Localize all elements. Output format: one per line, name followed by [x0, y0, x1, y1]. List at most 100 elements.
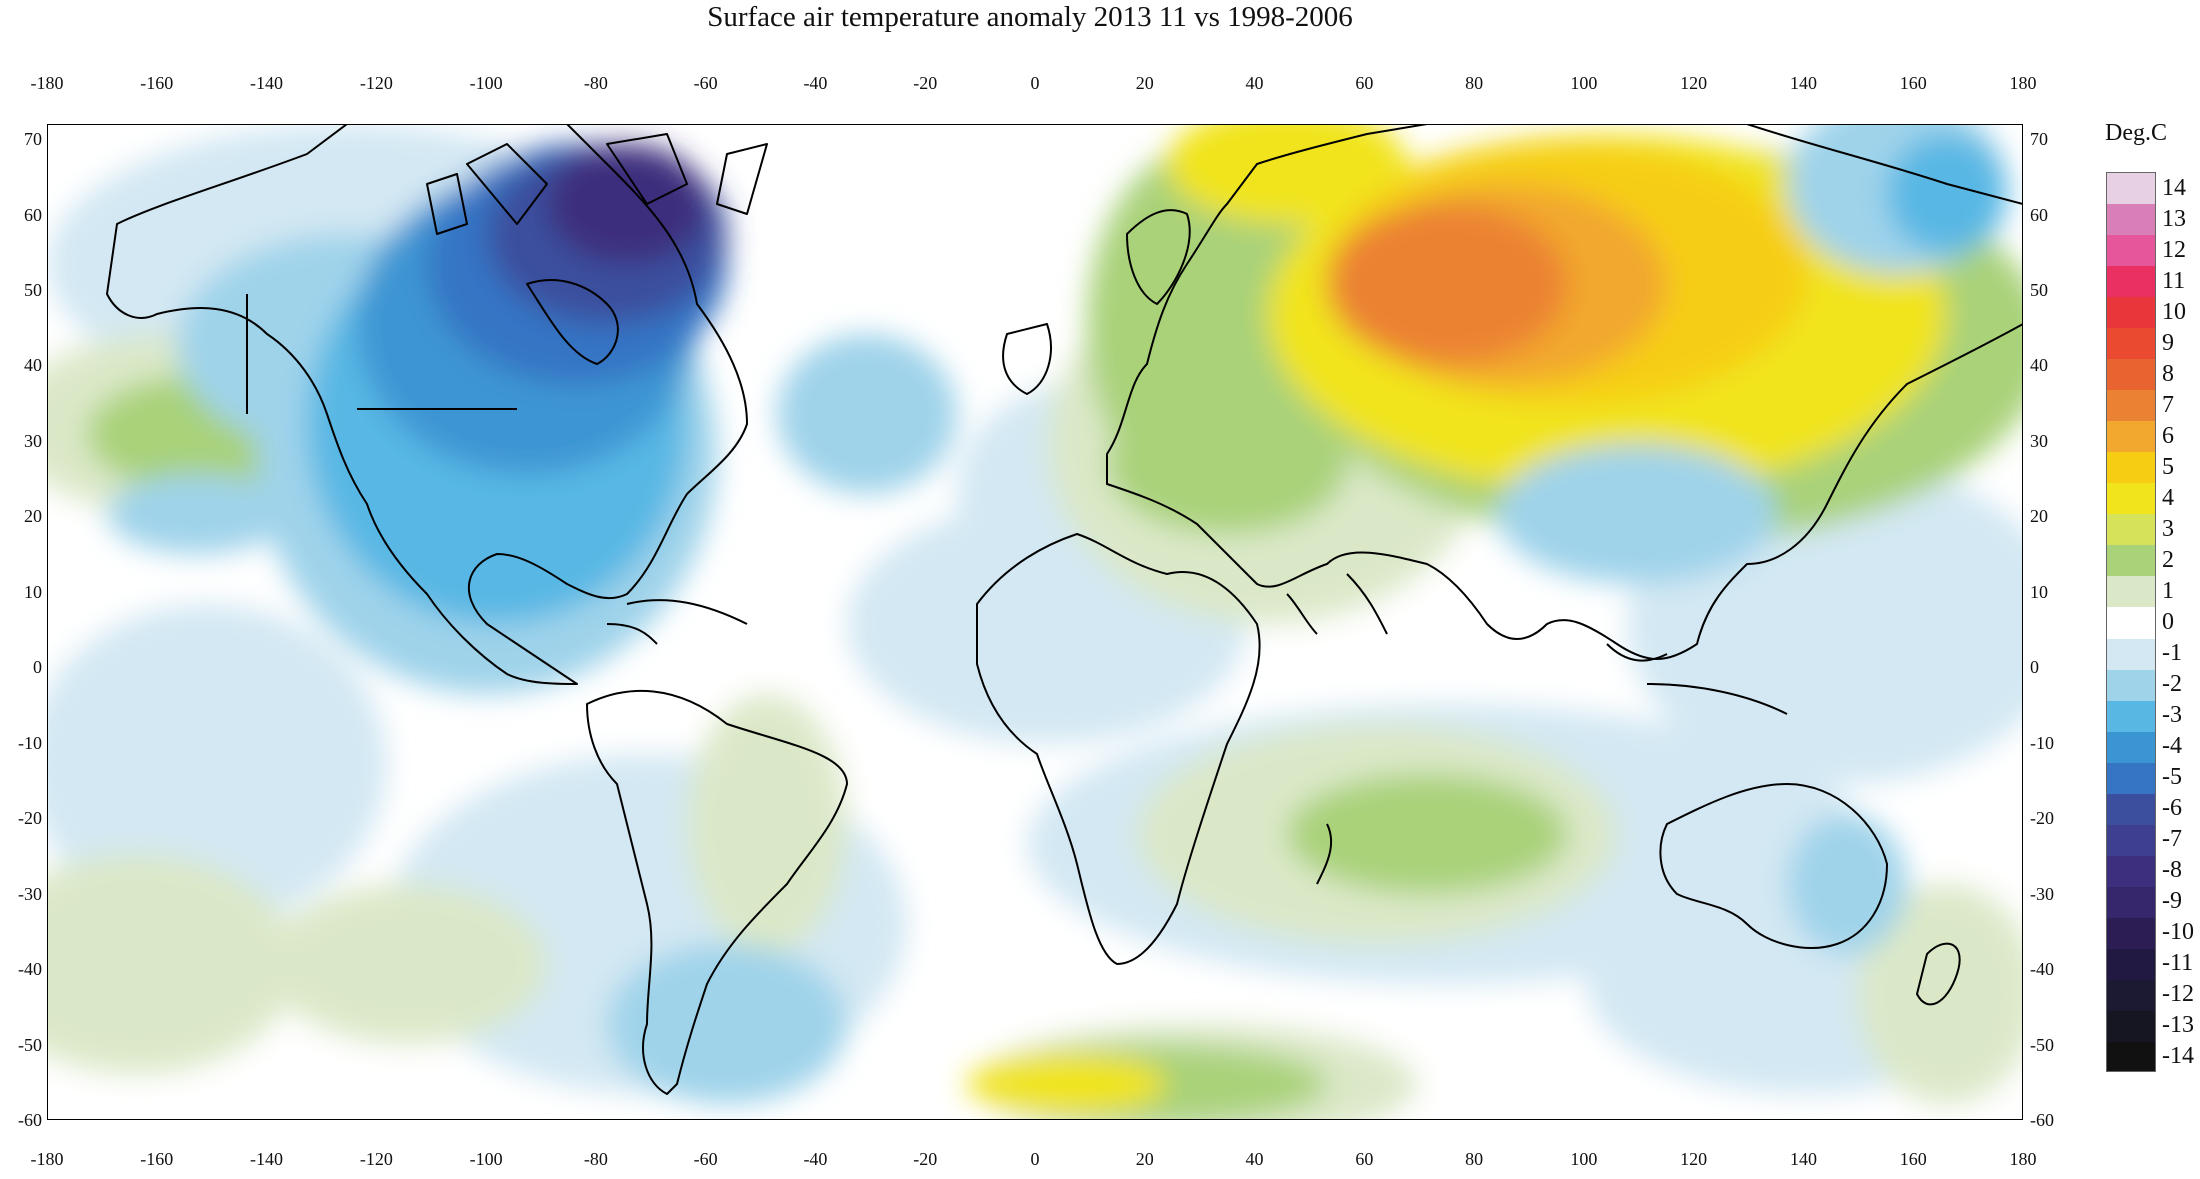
colorbar-label: 11: [2162, 267, 2186, 294]
colorbar-step: [2107, 917, 2155, 950]
colorbar-step: [2107, 328, 2155, 361]
lon-tick-bottom: 100: [1570, 1149, 1598, 1169]
colorbar-label: -14: [2162, 1043, 2194, 1070]
colorbar-label: -9: [2162, 888, 2182, 915]
lon-tick-top: 60: [1355, 73, 1374, 93]
lat-tick-right: -50: [2030, 1034, 2054, 1055]
lon-tick-top: 140: [1789, 73, 1817, 93]
colorbar-step: [2107, 731, 2155, 764]
lon-tick-bottom: 40: [1245, 1149, 1264, 1169]
colorbar-label: 2: [2162, 546, 2174, 573]
colorbar-label: 9: [2162, 329, 2174, 356]
lon-tick-top: -60: [693, 73, 718, 93]
lon-tick-bottom: -40: [803, 1149, 828, 1169]
colorbar-step: [2107, 700, 2155, 733]
lat-tick-right: 10: [2030, 581, 2048, 602]
colorbar-step: [2107, 483, 2155, 516]
colorbar-step: [2107, 266, 2155, 299]
lat-tick-right: -10: [2030, 732, 2054, 753]
lon-tick-top: -160: [140, 73, 174, 93]
lon-tick-top: 160: [1899, 73, 1927, 93]
colorbar-step: [2107, 886, 2155, 919]
lon-tick-bottom: 80: [1465, 1149, 1484, 1169]
lat-tick-left: 30: [24, 430, 42, 451]
lon-tick-bottom: 140: [1789, 1149, 1817, 1169]
lon-tick-top: -80: [583, 73, 608, 93]
colorbar-step: [2107, 948, 2155, 981]
lat-tick-left: 20: [24, 506, 42, 527]
lon-tick-top: 100: [1570, 73, 1598, 93]
lon-tick-top: 40: [1245, 73, 1264, 93]
lon-tick-bottom: 60: [1355, 1149, 1374, 1169]
colorbar-step: [2107, 390, 2155, 423]
lon-tick-bottom: -100: [469, 1149, 503, 1169]
lat-tick-left: 40: [24, 355, 42, 376]
colorbar-label: -3: [2162, 702, 2182, 729]
colorbar-step: [2107, 979, 2155, 1012]
colorbar-label: 1: [2162, 577, 2174, 604]
lon-tick-bottom: -120: [359, 1149, 393, 1169]
colorbar-label: 12: [2162, 236, 2186, 263]
anomaly-field: [47, 124, 2023, 1120]
lat-tick-right: 20: [2030, 506, 2048, 527]
lat-tick-left: -10: [18, 732, 42, 753]
lat-tick-left: -60: [18, 1110, 42, 1130]
lat-tick-right: 70: [2030, 129, 2048, 150]
colorbar-step: [2107, 204, 2155, 237]
colorbar-step: [2107, 607, 2155, 640]
colorbar-step: [2107, 1010, 2155, 1043]
lat-tick-right: -60: [2030, 1110, 2054, 1130]
colorbar-step: [2107, 793, 2155, 826]
map-title: Surface air temperature anomaly 2013 11 …: [707, 1, 1353, 33]
colorbar-label: 0: [2162, 609, 2174, 635]
colorbar-label: 4: [2162, 484, 2174, 511]
lon-tick-bottom: -140: [250, 1149, 284, 1169]
lon-tick-top: -180: [30, 73, 64, 93]
colorbar-label: -10: [2162, 919, 2194, 946]
colorbar-step: [2107, 545, 2155, 578]
colorbar-step: [2107, 421, 2155, 454]
lon-tick-top: 180: [2009, 73, 2037, 93]
lat-tick-left: 60: [24, 204, 42, 225]
colorbar-label: -8: [2162, 857, 2182, 884]
lon-tick-bottom: -180: [30, 1149, 64, 1169]
lon-tick-top: 20: [1135, 73, 1154, 93]
lon-tick-bottom: 180: [2009, 1149, 2037, 1169]
colorbar-step: [2107, 1041, 2155, 1071]
colorbar-step: [2107, 297, 2155, 330]
lat-tick-right: -30: [2030, 883, 2054, 904]
lon-tick-bottom: 20: [1135, 1149, 1154, 1169]
colorbar-step: [2107, 452, 2155, 485]
colorbar-label: -7: [2162, 826, 2182, 853]
colorbar-label: -13: [2162, 1012, 2194, 1039]
lon-tick-bottom: 0: [1030, 1149, 1040, 1169]
lat-tick-right: 30: [2030, 430, 2048, 451]
lon-tick-top: 0: [1030, 73, 1040, 93]
colorbar-step: [2107, 235, 2155, 268]
temperature-anomaly-map: [47, 124, 2023, 1120]
colorbar-label: -11: [2162, 950, 2194, 977]
colorbar-label: -4: [2162, 733, 2182, 760]
colorbar: [2106, 172, 2156, 1072]
colorbar-label: -2: [2162, 671, 2182, 698]
lon-tick-top: -140: [250, 73, 284, 93]
lon-tick-top: -40: [803, 73, 828, 93]
colorbar-label: -5: [2162, 764, 2182, 791]
colorbar-label: 5: [2162, 453, 2174, 480]
lon-tick-bottom: 160: [1899, 1149, 1927, 1169]
lat-tick-left: -50: [18, 1034, 42, 1055]
lat-tick-right: -20: [2030, 808, 2054, 829]
lat-tick-right: 40: [2030, 355, 2048, 376]
colorbar-step: [2107, 762, 2155, 795]
lon-tick-bottom: -80: [583, 1149, 608, 1169]
colorbar-label: -1: [2162, 640, 2182, 667]
lat-tick-left: 50: [24, 280, 42, 300]
lat-tick-left: 70: [24, 129, 42, 150]
colorbar-title: Deg.C: [2105, 120, 2167, 146]
lon-tick-top: -120: [359, 73, 393, 93]
colorbar-step: [2107, 669, 2155, 702]
lon-tick-top: -100: [469, 73, 503, 93]
colorbar-step: [2107, 855, 2155, 888]
colorbar-label: 13: [2162, 205, 2186, 232]
lat-tick-left: -30: [18, 883, 42, 904]
